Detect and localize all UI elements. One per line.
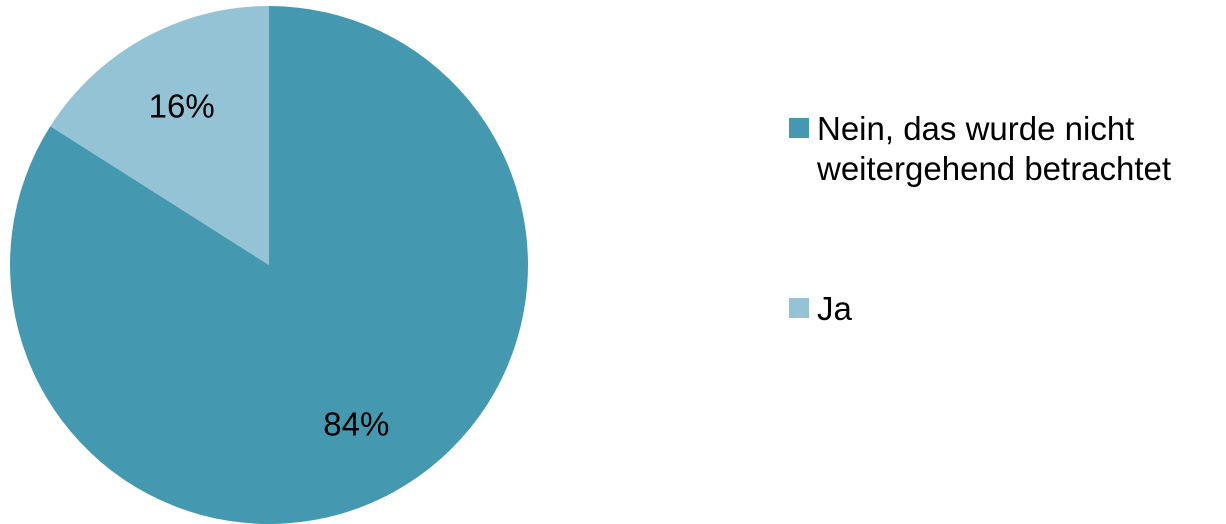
pie-slice-2 <box>50 6 269 265</box>
legend-swatch-2 <box>789 298 809 318</box>
legend-swatch-1 <box>789 118 809 138</box>
legend-label-1-line-1: Nein, das wurde nicht <box>817 110 1134 147</box>
legend-item-2: Ja <box>789 290 853 327</box>
pie-slice-1 <box>10 5 529 524</box>
slice-value-label-1: 84% <box>323 405 389 442</box>
pie-slices <box>10 5 529 524</box>
legend-label-1-line-2: weitergehend betrachtet <box>816 150 1171 187</box>
legend-label-2-line-1: Ja <box>817 290 853 327</box>
pie-slice-labels: 84% 16% <box>149 88 390 443</box>
slice-value-label-2: 16% <box>149 88 215 125</box>
